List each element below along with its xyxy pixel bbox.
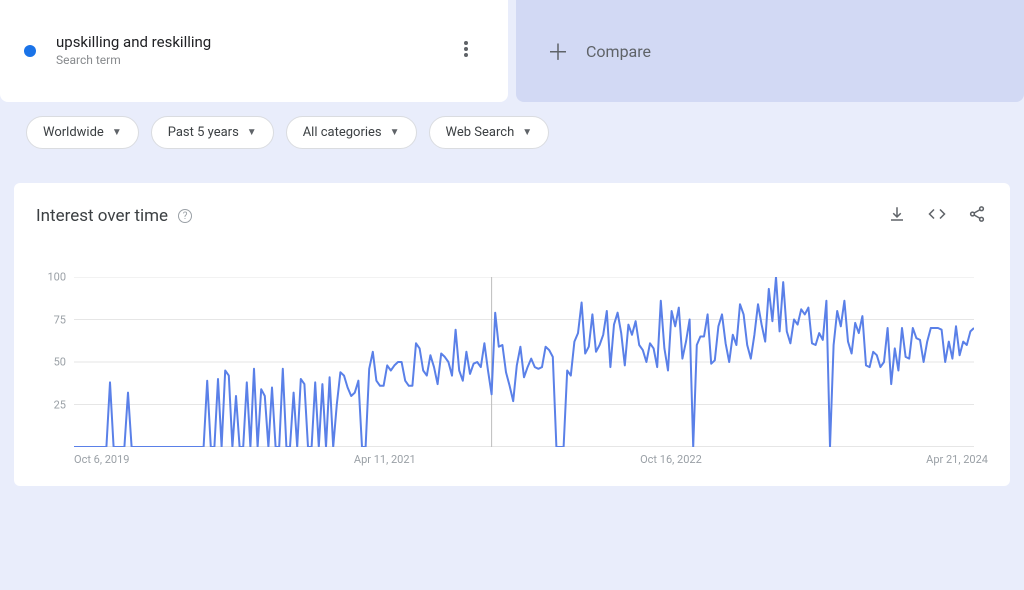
share-button[interactable]	[966, 205, 988, 227]
filter-category[interactable]: All categories ▼	[286, 116, 417, 149]
filter-range-label: Past 5 years	[168, 125, 239, 140]
interest-over-time-card: Interest over time ? Oct 6, 2019	[14, 183, 1010, 486]
x-label: Oct 16, 2022	[640, 453, 702, 466]
compare-label: Compare	[586, 42, 651, 61]
download-icon	[888, 205, 906, 227]
y-tick-label: 50	[36, 356, 66, 369]
x-label: Apr 21, 2024	[926, 453, 988, 466]
chart: Oct 6, 2019 Apr 11, 2021 Oct 16, 2022 Ap…	[36, 277, 988, 466]
download-button[interactable]	[886, 205, 908, 227]
code-icon	[928, 205, 946, 227]
line-chart-svg	[36, 277, 974, 447]
chevron-down-icon: ▼	[522, 127, 532, 138]
embed-button[interactable]	[926, 205, 948, 227]
x-label: Oct 6, 2019	[74, 453, 129, 466]
search-term-card[interactable]: upskilling and reskilling Search term	[0, 0, 508, 102]
filters: Worldwide ▼ Past 5 years ▼ All categorie…	[0, 102, 1024, 163]
compare-card[interactable]: ＋ Compare	[516, 0, 1024, 102]
search-term-text: upskilling and reskilling Search term	[56, 33, 448, 68]
card-title: Interest over time	[36, 206, 168, 226]
share-icon	[968, 205, 986, 227]
x-axis-labels: Oct 6, 2019 Apr 11, 2021 Oct 16, 2022 Ap…	[36, 453, 988, 466]
x-label: Apr 11, 2021	[354, 453, 416, 466]
filter-search-type[interactable]: Web Search ▼	[429, 116, 550, 149]
y-tick-label: 75	[36, 313, 66, 326]
filter-category-label: All categories	[303, 125, 382, 140]
help-icon[interactable]: ?	[178, 209, 192, 223]
search-term-sub: Search term	[56, 53, 448, 69]
search-term-label: upskilling and reskilling	[56, 33, 448, 53]
chevron-down-icon: ▼	[247, 127, 257, 138]
more-options-button[interactable]	[448, 33, 484, 69]
filter-range[interactable]: Past 5 years ▼	[151, 116, 274, 149]
add-compare-button[interactable]: ＋	[540, 33, 576, 69]
y-tick-label: 25	[36, 398, 66, 411]
chevron-down-icon: ▼	[112, 127, 122, 138]
chevron-down-icon: ▼	[390, 127, 400, 138]
plus-icon: ＋	[547, 35, 569, 67]
filter-region-label: Worldwide	[43, 125, 104, 140]
more-vertical-icon	[464, 41, 468, 61]
filter-region[interactable]: Worldwide ▼	[26, 116, 139, 149]
filter-search-type-label: Web Search	[446, 125, 515, 140]
series-color-dot	[24, 45, 36, 57]
y-tick-label: 100	[36, 271, 66, 284]
